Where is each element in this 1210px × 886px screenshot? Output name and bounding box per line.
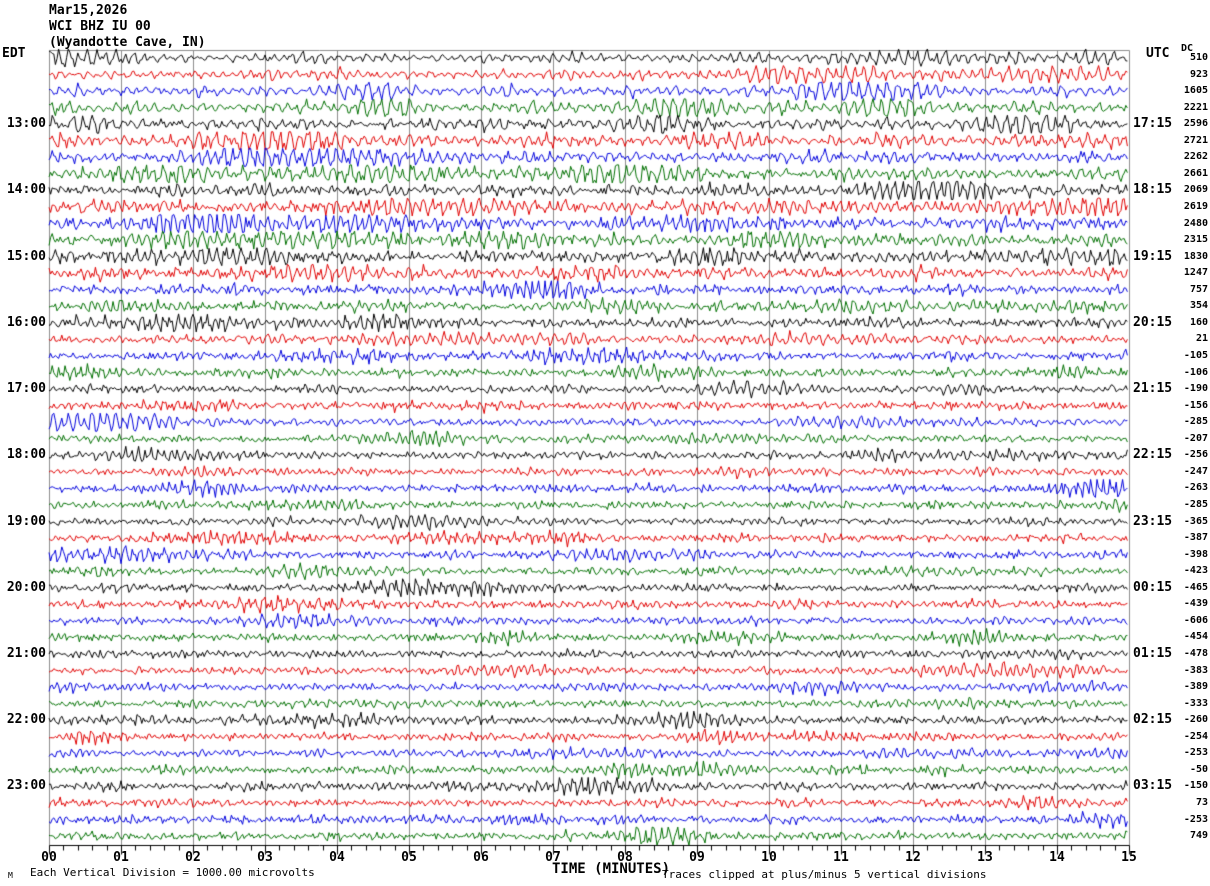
dc-value: 2596 (1183, 118, 1208, 130)
dc-value: -256 (1183, 449, 1208, 461)
dc-value: -398 (1183, 548, 1208, 560)
right-hour-label: 17:15 (1133, 116, 1173, 132)
dc-value: 757 (1189, 283, 1208, 295)
dc-value: -263 (1183, 482, 1208, 494)
dc-value: -389 (1183, 681, 1208, 693)
left-hour-label: 18:00 (6, 447, 46, 463)
left-hour-label: 22:00 (6, 712, 46, 728)
left-hour-label: 20:00 (6, 579, 46, 595)
left-hour-label: 17:00 (6, 381, 46, 397)
left-hour-label: 15:00 (6, 248, 46, 264)
dc-value: 749 (1189, 830, 1208, 842)
right-hour-label: 01:15 (1133, 645, 1173, 661)
dc-value: -383 (1183, 664, 1208, 676)
x-tick-label: 11 (833, 850, 849, 865)
dc-value: 510 (1189, 52, 1208, 63)
dc-value: 2262 (1183, 151, 1208, 163)
left-hour-label: 23:00 (6, 778, 46, 794)
x-tick-label: 01 (113, 850, 129, 865)
dc-value: 2069 (1183, 184, 1208, 196)
x-tick-label: 05 (401, 850, 417, 865)
dc-value: -50 (1189, 763, 1208, 775)
right-axis-title: UTC (1146, 46, 1170, 61)
x-tick-label: 02 (185, 850, 201, 865)
right-hour-label: 22:15 (1133, 447, 1173, 463)
dc-value: -454 (1183, 631, 1208, 643)
right-hour-label: 20:15 (1133, 314, 1173, 330)
x-tick-label: 12 (905, 850, 921, 865)
dc-value: -423 (1183, 565, 1208, 577)
dc-value: -106 (1183, 366, 1208, 378)
x-tick-label: 09 (689, 850, 705, 865)
dc-value: 1830 (1183, 250, 1208, 262)
dc-value: -478 (1183, 647, 1208, 659)
dc-value: -285 (1183, 416, 1208, 428)
dc-value: -207 (1183, 432, 1208, 444)
x-tick-label: 14 (1049, 850, 1065, 865)
dc-value: -254 (1183, 730, 1208, 742)
dc-value: -387 (1183, 532, 1208, 544)
dc-value: 2661 (1183, 167, 1208, 179)
dc-value: -465 (1183, 581, 1208, 593)
x-tick-label: 07 (545, 850, 561, 865)
dc-value: -247 (1183, 465, 1208, 477)
x-tick-label: 00 (41, 850, 57, 865)
dc-value: 1605 (1183, 85, 1208, 97)
dc-value: -105 (1183, 349, 1208, 361)
left-hour-label: 19:00 (6, 513, 46, 529)
left-hour-label: 14:00 (6, 182, 46, 198)
left-hour-label: 13:00 (6, 116, 46, 132)
x-tick-label: 15 (1121, 850, 1137, 865)
dc-value: 160 (1189, 316, 1208, 328)
left-hour-label: 16:00 (6, 314, 46, 330)
dc-value: 2721 (1183, 134, 1208, 146)
dc-column-header: DC (1181, 43, 1194, 54)
dc-value: -253 (1183, 813, 1208, 825)
dc-value: -439 (1183, 598, 1208, 610)
right-hour-label: 21:15 (1133, 381, 1173, 397)
dc-value: -333 (1183, 697, 1208, 709)
x-tick-label: 10 (761, 850, 777, 865)
dc-value: 2619 (1183, 200, 1208, 212)
corner-mark: M (8, 871, 13, 880)
dc-value: -365 (1183, 515, 1208, 527)
right-hour-label: 19:15 (1133, 248, 1173, 264)
dc-value: -260 (1183, 714, 1208, 726)
right-hour-label: 03:15 (1133, 778, 1173, 794)
left-hour-label: 21:00 (6, 645, 46, 661)
dc-value: 923 (1189, 68, 1208, 80)
dc-value: -190 (1183, 383, 1208, 395)
dc-value: 1247 (1183, 267, 1208, 279)
x-tick-label: 06 (473, 850, 489, 865)
footer-scale-note: Each Vertical Division = 1000.00 microvo… (30, 866, 315, 879)
header-location: (Wyandotte Cave, IN) (49, 35, 206, 50)
dc-value: 2315 (1183, 234, 1208, 246)
right-hour-label: 02:15 (1133, 712, 1173, 728)
dc-value: -606 (1183, 614, 1208, 626)
header-date: Mar15,2026 (49, 3, 128, 18)
x-tick-label: 03 (257, 850, 273, 865)
footer-clip-note: Traces clipped at plus/minus 5 vertical … (662, 868, 987, 881)
right-hour-label: 00:15 (1133, 579, 1173, 595)
right-hour-label: 18:15 (1133, 182, 1173, 198)
left-axis-title: EDT (2, 46, 26, 61)
dc-value: -253 (1183, 747, 1208, 759)
x-tick-label: 13 (977, 850, 993, 865)
header-station: WCI BHZ IU 00 (49, 19, 151, 34)
x-axis-title: TIME (MINUTES) (552, 861, 671, 877)
dc-value: 2480 (1183, 217, 1208, 229)
dc-value: 2221 (1183, 101, 1208, 113)
right-hour-label: 23:15 (1133, 513, 1173, 529)
dc-value: -285 (1183, 498, 1208, 510)
x-tick-label: 08 (617, 850, 633, 865)
dc-value: 21 (1195, 333, 1208, 345)
dc-value: 73 (1195, 796, 1208, 808)
x-tick-label: 04 (329, 850, 345, 865)
dc-value: -156 (1183, 399, 1208, 411)
dc-value: -150 (1183, 780, 1208, 792)
dc-value: 354 (1189, 300, 1208, 312)
